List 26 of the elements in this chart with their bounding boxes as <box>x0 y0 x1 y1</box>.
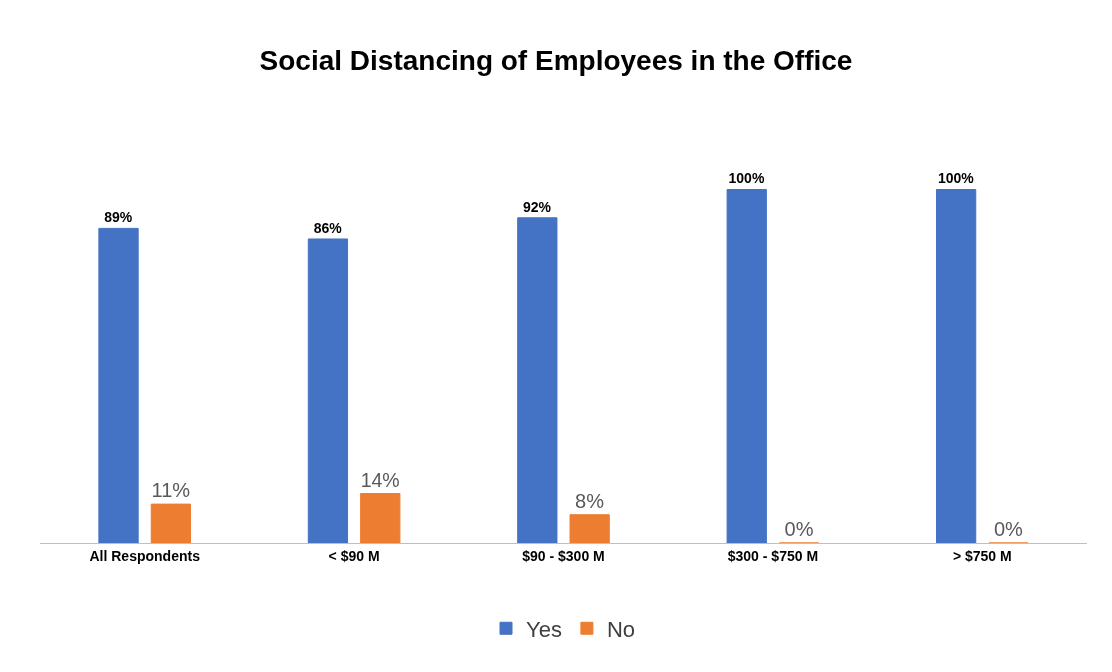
data-label: 86% <box>313 219 343 236</box>
data-label: 0% <box>993 518 1024 540</box>
bar <box>935 188 977 543</box>
x-tick-label: $90 - $300 M <box>522 547 605 564</box>
chart-title: Social Distancing of Employees in the Office <box>259 45 853 77</box>
bar <box>98 227 139 543</box>
x-tick-label: < $90 M <box>328 547 380 564</box>
bar <box>569 514 610 543</box>
data-label: 89% <box>104 209 133 226</box>
data-label: 100% <box>937 170 975 187</box>
data-label: 14% <box>360 468 400 491</box>
x-tick-label: > $750 M <box>952 547 1012 564</box>
data-label: 100% <box>728 170 765 187</box>
bar <box>307 238 349 543</box>
bar <box>517 217 558 543</box>
data-label: 0% <box>784 518 814 540</box>
bar <box>726 188 767 543</box>
data-label: 8% <box>575 489 605 512</box>
legend-label: Yes <box>526 616 562 642</box>
x-tick-label: $300 - $750 M <box>727 547 819 564</box>
x-tick-label: All Respondents <box>89 547 201 564</box>
bar <box>360 493 401 543</box>
legend-label: No <box>606 616 636 642</box>
data-label: 11% <box>151 479 191 502</box>
data-label: 92% <box>523 198 552 215</box>
bar <box>150 503 192 543</box>
